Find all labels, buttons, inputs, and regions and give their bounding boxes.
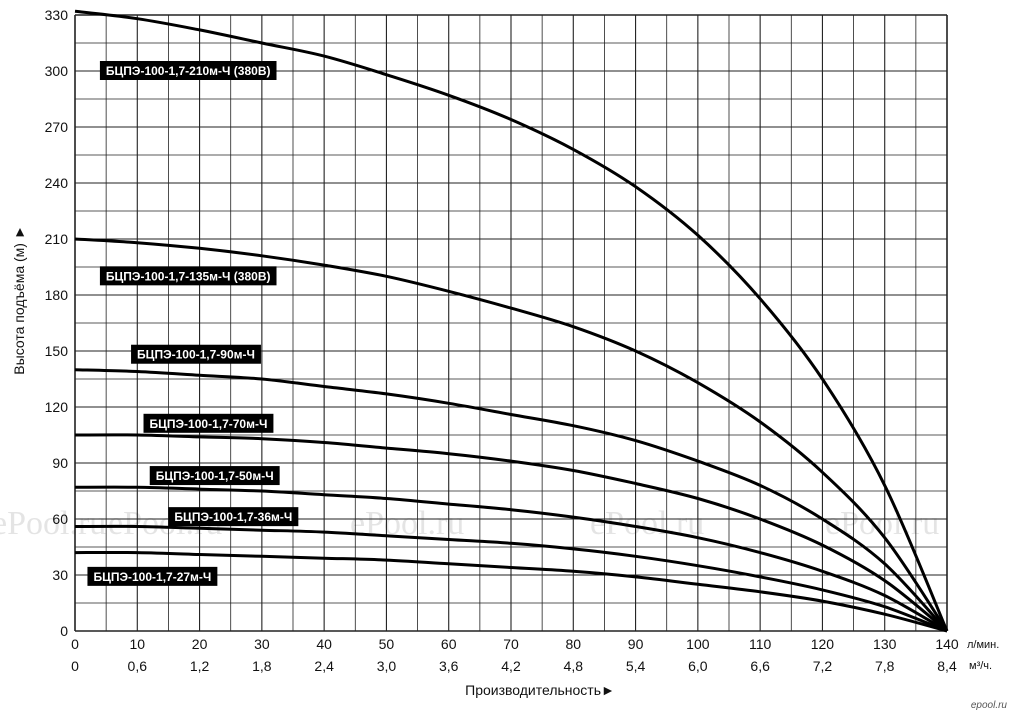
x-axis-title: Производительность► — [465, 682, 615, 698]
y-tick-label: 0 — [60, 623, 68, 639]
curve-label-1: БЦПЭ-100-1,7-135м-Ч (380В) — [99, 266, 277, 286]
curve-label-box — [168, 507, 299, 527]
x-tick-label-secondary: 6,6 — [750, 658, 770, 674]
curve-label-box — [99, 61, 277, 80]
x-tick-label-secondary: 4,2 — [501, 658, 521, 674]
curve-label-text: БЦПЭ-100-1,7-70м-Ч — [150, 417, 268, 431]
y-tick-label: 150 — [45, 343, 69, 359]
curve-label-text: БЦПЭ-100-1,7-135м-Ч (380В) — [106, 269, 271, 283]
x-tick-label-secondary: 6,0 — [688, 658, 708, 674]
x-unit-primary: л/мин. — [967, 639, 999, 651]
y-tick-label: 300 — [45, 63, 69, 79]
x-tick-label: 50 — [379, 636, 395, 652]
y-tick-label: 240 — [45, 175, 69, 191]
grid — [74, 14, 948, 632]
x-tick-label-secondary: 4,8 — [564, 658, 584, 674]
x-tick-label: 40 — [316, 636, 332, 652]
y-tick-label: 30 — [52, 567, 68, 583]
curve-label-box — [99, 266, 277, 286]
curve-series-2 — [74, 368, 949, 633]
x-tick-label: 70 — [503, 636, 519, 652]
x-axis-ticks: 0 0 10 0,6 20 1,2 30 1,8 40 2,4 50 3,0 60 3,6 70 4,2 80 4… — [71, 636, 959, 674]
curve-series-0 — [74, 9, 949, 632]
x-tick-label-secondary: 8,4 — [937, 658, 957, 674]
curves — [74, 9, 949, 633]
y-tick-label: 330 — [45, 7, 69, 23]
y-tick-label: 90 — [52, 455, 68, 471]
curve-label-box — [87, 566, 218, 586]
x-tick-label-secondary: 1,8 — [252, 658, 272, 674]
x-tick-label: 90 — [628, 636, 644, 652]
curve-labels: БЦПЭ-100-1,7-210м-Ч (380В) БЦПЭ-100-1,7-1… — [87, 61, 299, 586]
x-tick-label-secondary: 2,4 — [314, 658, 334, 674]
curve-series-3 — [74, 433, 948, 633]
watermarks: ePool.ru ePool.ru ePool.ru ePool.ru ePool.ru — [0, 505, 939, 542]
curve-label-5: БЦПЭ-100-1,7-36м-Ч — [168, 507, 299, 527]
x-tick-label-secondary: 7,8 — [875, 658, 895, 674]
x-tick-label: 100 — [686, 636, 710, 652]
x-tick-label: 140 — [935, 636, 959, 652]
curve-series-6 — [74, 550, 948, 633]
x-tick-label: 30 — [254, 636, 270, 652]
x-tick-label: 0 — [71, 636, 79, 652]
x-tick-label-secondary: 0,6 — [128, 658, 148, 674]
curve-label-box — [143, 413, 274, 433]
x-tick-label-secondary: 7,2 — [813, 658, 833, 674]
curve-label-4: БЦПЭ-100-1,7-50м-Ч — [149, 466, 280, 486]
curve-series-4 — [74, 485, 948, 633]
curve-label-2: БЦПЭ-100-1,7-90м-Ч — [131, 344, 261, 364]
curve-series-1 — [74, 237, 949, 632]
x-tick-label-secondary: 5,4 — [626, 658, 646, 674]
corner-watermark: epool.ru — [971, 700, 1008, 711]
y-tick-label: 120 — [45, 399, 69, 415]
x-tick-label: 80 — [565, 636, 581, 652]
curve-label-0: БЦПЭ-100-1,7-210м-Ч (380В) — [99, 61, 277, 80]
x-tick-label: 130 — [873, 636, 897, 652]
y-tick-label: 210 — [45, 231, 69, 247]
x-tick-label: 60 — [441, 636, 457, 652]
x-tick-label-secondary: 3,0 — [377, 658, 397, 674]
y-tick-label: 60 — [52, 511, 68, 527]
x-tick-label-secondary: 0 — [71, 658, 79, 674]
curve-label-3: БЦПЭ-100-1,7-70м-Ч — [143, 413, 274, 433]
x-tick-label: 120 — [811, 636, 835, 652]
curve-label-box — [131, 344, 261, 364]
curve-label-text: БЦПЭ-100-1,7-27м-Ч — [93, 570, 211, 584]
y-axis-title: Высота подъёма (м) ► — [11, 225, 27, 374]
curve-label-text: БЦПЭ-100-1,7-210м-Ч (380В) — [106, 64, 271, 78]
x-tick-label: 110 — [749, 636, 772, 652]
curve-label-text: БЦПЭ-100-1,7-36м-Ч — [174, 510, 292, 524]
x-tick-label: 20 — [192, 636, 208, 652]
y-tick-label: 180 — [45, 287, 69, 303]
curve-label-text: БЦПЭ-100-1,7-90м-Ч — [137, 348, 255, 362]
curve-label-text: БЦПЭ-100-1,7-50м-Ч — [156, 469, 274, 483]
curve-series-5 — [74, 524, 948, 633]
x-tick-label-secondary: 1,2 — [190, 658, 210, 674]
x-tick-label: 10 — [129, 636, 145, 652]
watermark-text-0: ePool.ru — [0, 505, 106, 542]
curve-label-box — [149, 466, 280, 486]
y-axis-ticks: 0 30 60 90 120 150 180 210 240 270 300 330 — [45, 7, 69, 639]
x-tick-label-secondary: 3,6 — [439, 658, 459, 674]
curve-label-6: БЦПЭ-100-1,7-27м-Ч — [87, 566, 218, 586]
x-unit-secondary: м³/ч. — [969, 660, 992, 672]
y-tick-label: 270 — [45, 119, 69, 135]
